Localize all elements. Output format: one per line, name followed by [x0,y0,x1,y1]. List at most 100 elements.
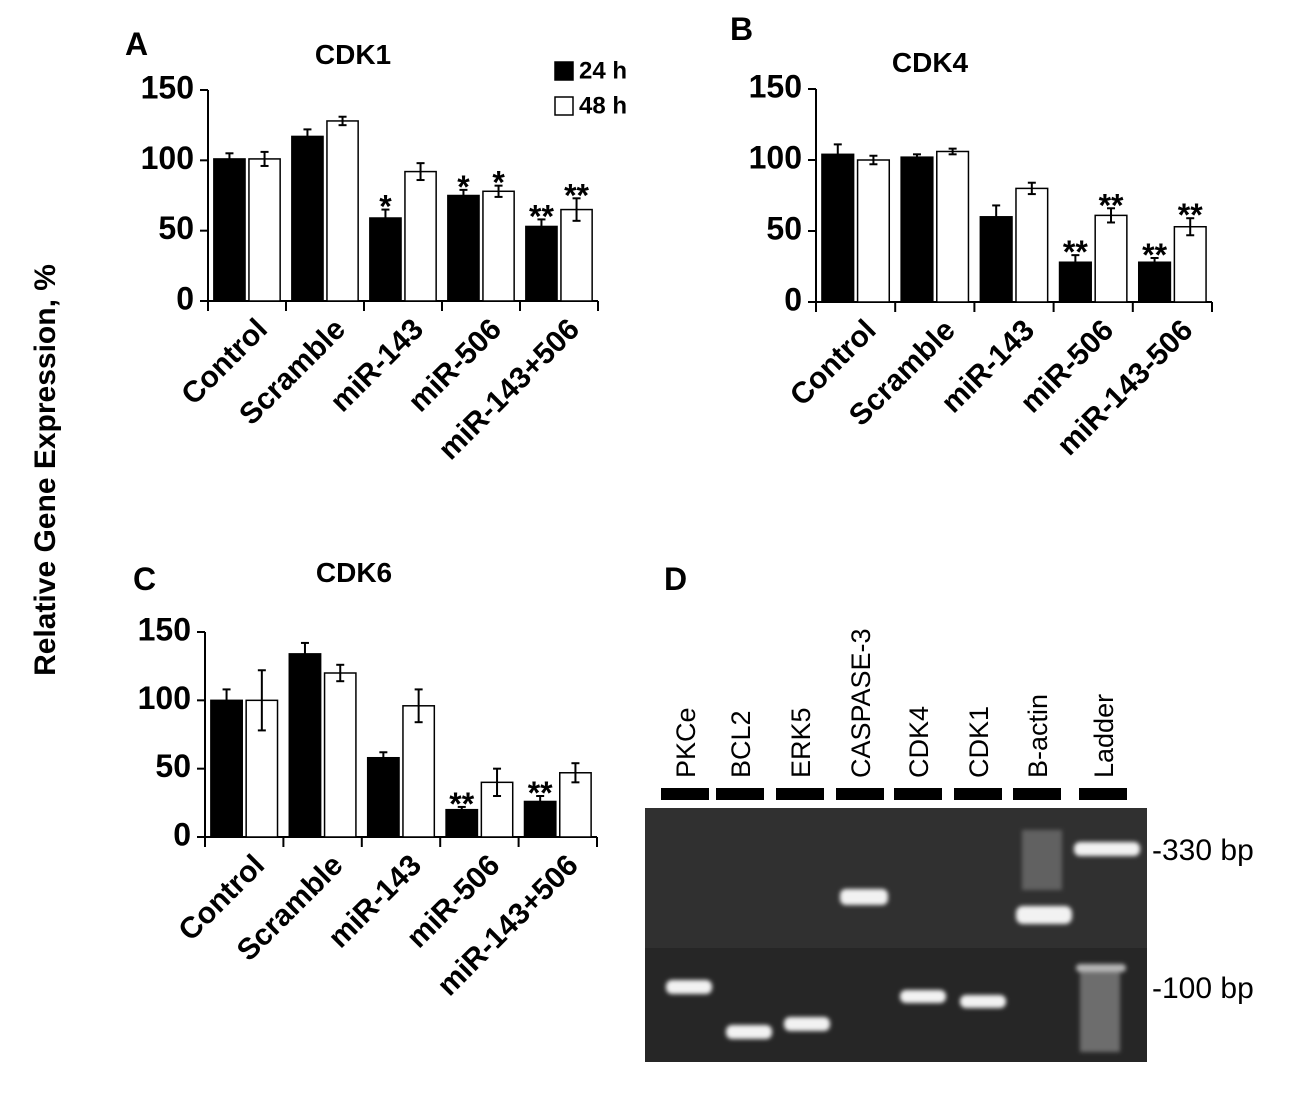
error-bar [416,162,425,182]
lane-label: CASPASE-3 [846,628,876,778]
panel-letter: D [664,561,687,597]
error-bar [536,795,545,808]
significance: ** [449,786,474,822]
band [840,889,888,905]
lane-marker [661,788,709,800]
chart-title: CDK1 [315,39,391,70]
bar [404,170,437,302]
bar [213,158,246,302]
lane-marker [836,788,884,800]
bar [525,225,558,302]
error-bar [833,143,842,166]
error-bar [336,663,345,683]
y-tick-label: 50 [158,210,194,246]
error-bar [414,688,423,724]
error-bar [338,115,347,127]
error-bar [381,208,390,228]
significance: ** [1178,197,1203,233]
bar [936,150,970,303]
bar [288,653,322,838]
bar [291,135,324,302]
chart-title: CDK4 [892,47,969,78]
lane-marker [1079,788,1127,800]
band [726,1025,772,1039]
error-bar [912,153,921,161]
y-tick-label: 0 [173,816,191,852]
error-bar [493,767,502,797]
chart-title: CDK6 [316,557,392,588]
significance: * [457,169,470,205]
lane-marker [1013,788,1061,800]
error-bar [1071,254,1080,271]
significance: ** [528,775,553,811]
bar [560,208,593,302]
significance: ** [1063,234,1088,270]
bar [1094,214,1128,303]
y-tick-label: 0 [176,280,194,316]
lane-marker [894,788,942,800]
bar [447,194,480,302]
size-marker: -330 bp [1152,834,1254,867]
bar [369,217,402,302]
significance: ** [564,177,589,213]
error-bar [1027,181,1036,196]
y-tick-label: 0 [784,281,802,317]
lane-label: PKCe [671,707,701,778]
bar [248,158,281,302]
bar [445,808,479,838]
error-bar [1150,256,1159,268]
band [900,990,946,1003]
y-tick-label: 150 [141,69,194,105]
error-bar [572,197,581,222]
significance: ** [1142,237,1167,273]
error-bar [1186,217,1195,237]
bar [1015,187,1049,303]
significance: * [379,189,392,225]
error-bar [1107,207,1116,224]
bar [366,756,400,838]
panel-letter: C [133,561,156,597]
error-bar [457,805,466,814]
lane-marker [776,788,824,800]
y-axis-label: Relative Gene Expression, % [29,264,62,676]
x-tick-label: miR-143+506 [431,849,585,1003]
gel-bands [666,830,1140,1052]
error-bar [260,150,269,167]
bar [1173,225,1207,303]
lane-label: BCL2 [726,710,756,778]
bar [323,672,357,838]
y-tick-label: 50 [766,210,802,246]
bar [482,190,515,302]
y-tick-label: 150 [138,611,191,647]
significance: ** [1099,187,1124,223]
band [960,995,1006,1008]
error-bar [459,188,468,203]
error-bar [948,147,957,156]
error-bar [303,128,312,145]
gel-shade [645,808,1147,948]
bar [979,216,1013,303]
panel-letter: A [125,26,148,62]
bar [900,156,934,303]
band [1076,964,1126,972]
lane-label: Ladder [1089,694,1119,778]
error-bar [225,152,234,166]
bar [821,153,855,303]
error-bar [379,751,388,765]
x-tick-label: miR-143+506 [432,313,586,467]
bar [402,705,436,838]
bar [856,159,891,303]
band [784,1017,830,1031]
error-bar [257,669,266,732]
error-bar [869,154,878,166]
error-bar [537,218,546,235]
y-tick-label: 100 [749,139,802,175]
bar [559,772,592,838]
error-bar [992,204,1001,230]
error-bar [494,184,503,198]
significance: ** [529,198,554,234]
legend-swatch [554,96,574,116]
significance: * [492,165,505,201]
band [1016,906,1072,924]
